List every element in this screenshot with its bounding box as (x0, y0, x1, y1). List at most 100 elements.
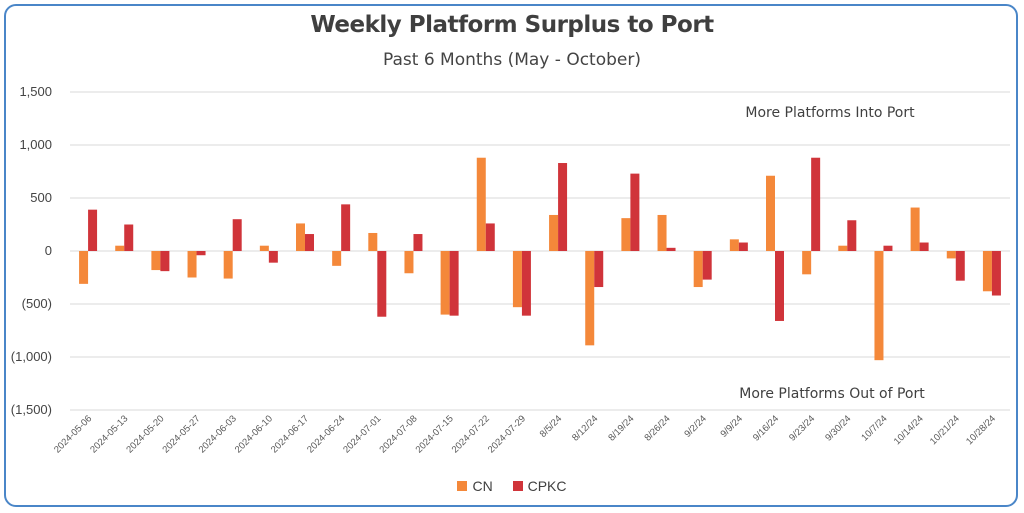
annotation-top: More Platforms Into Port (745, 105, 915, 121)
bar-cn (874, 251, 884, 361)
bar-cn (657, 214, 667, 251)
bar-cn (332, 251, 342, 266)
y-tick-label: 500 (30, 190, 52, 205)
bar-cpkc (485, 223, 495, 251)
x-tick-label: 9/2/24 (682, 413, 708, 439)
x-tick-label: 9/23/24 (787, 413, 817, 443)
x-tick-label: 9/9/24 (719, 413, 745, 439)
bar-cpkc (160, 251, 170, 272)
bar-cpkc (883, 245, 893, 251)
x-tick-label: 2024-05-13 (88, 413, 130, 455)
x-tick-label: 8/19/24 (606, 413, 636, 443)
x-tick-label: 10/28/24 (964, 413, 998, 447)
y-tick-label: 1,000 (19, 137, 52, 152)
bar-cn (910, 207, 920, 251)
bar-cn (368, 232, 378, 251)
bar-cpkc (919, 242, 929, 251)
bar-cpkc (738, 242, 748, 251)
bar-cpkc (341, 204, 351, 251)
x-tick-label: 10/14/24 (892, 413, 926, 447)
bar-cpkc (702, 251, 712, 280)
x-tick-label: 2024-06-03 (197, 413, 239, 455)
bar-cpkc (449, 251, 459, 316)
bar-cpkc (991, 251, 1001, 296)
bar-cn (404, 251, 414, 274)
bar-cpkc (305, 234, 314, 251)
bar-cn (802, 251, 812, 275)
bar-cpkc (666, 247, 676, 251)
y-tick-label: (1,000) (11, 349, 52, 364)
x-tick-label: 2024-07-22 (450, 413, 492, 455)
bar-cn (223, 251, 233, 279)
x-tick-label: 2024-07-01 (341, 413, 383, 455)
bar-cpkc (775, 251, 784, 321)
bar-cpkc (955, 251, 965, 281)
bar-cn (693, 251, 703, 288)
bar-cn (512, 251, 522, 308)
x-tick-label: 8/26/24 (642, 413, 672, 443)
bar-cn (838, 245, 848, 251)
bar-cn (982, 251, 992, 292)
bar-cn (79, 251, 89, 284)
y-tick-label: (500) (22, 296, 52, 311)
x-tick-label: 2024-06-10 (233, 413, 275, 455)
bar-cpkc (594, 251, 604, 288)
y-tick-label: (1,500) (11, 402, 52, 417)
bar-cpkc (377, 251, 387, 317)
bar-cpkc (811, 157, 821, 251)
bar-cpkc (521, 251, 531, 316)
bar-cn (115, 245, 125, 251)
bar-cn (549, 214, 559, 251)
legend-item-cpkc: CPKC (512, 478, 567, 494)
bar-cpkc (847, 220, 857, 251)
x-tick-label: 9/16/24 (751, 413, 781, 443)
bar-cn (585, 251, 595, 346)
x-tick-label: 2024-05-20 (124, 413, 166, 455)
bar-cpkc (413, 234, 423, 251)
x-tick-label: 2024-05-27 (161, 413, 203, 455)
x-tick-label: 8/5/24 (538, 413, 564, 439)
legend: CN CPKC (0, 478, 1024, 494)
bar-cpkc (232, 219, 242, 251)
bar-cn (729, 239, 739, 251)
legend-item-cn: CN (457, 478, 493, 494)
bar-cn (259, 245, 269, 251)
y-tick-label: 0 (45, 243, 52, 258)
bar-cn (766, 175, 775, 251)
bar-cpkc (124, 224, 134, 251)
chart-title: Weekly Platform Surplus to Port (310, 12, 714, 38)
x-tick-label: 10/21/24 (928, 413, 962, 447)
x-tick-label: 8/12/24 (570, 413, 600, 443)
y-tick-label: 1,500 (19, 84, 52, 99)
legend-label-cpkc: CPKC (527, 478, 567, 494)
gridlines (70, 91, 1010, 411)
bar-cn (440, 251, 450, 315)
legend-label-cn: CN (472, 478, 493, 494)
bar-cn (187, 251, 197, 278)
x-axis-ticks: 2024-05-062024-05-132024-05-202024-05-27… (52, 413, 998, 455)
bar-cpkc (558, 163, 568, 251)
bar-cpkc (268, 251, 278, 263)
x-tick-label: 9/30/24 (823, 413, 853, 443)
legend-swatch-cn (457, 481, 468, 491)
bar-cn (296, 223, 305, 251)
bar-cn (151, 251, 161, 271)
x-tick-label: 2024-05-06 (52, 413, 94, 455)
x-tick-label: 10/7/24 (859, 413, 889, 443)
bar-cn (946, 251, 956, 259)
bars (79, 157, 1001, 361)
bar-cpkc (196, 251, 206, 256)
x-tick-label: 2024-07-15 (414, 413, 456, 455)
annotation-bottom: More Platforms Out of Port (739, 386, 925, 402)
bar-cn (621, 218, 631, 251)
x-tick-label: 2024-06-17 (269, 413, 311, 455)
bar-cpkc (630, 173, 640, 251)
x-tick-label: 2024-07-29 (486, 413, 528, 455)
bar-cn (476, 157, 486, 251)
legend-swatch-cpkc (512, 481, 523, 491)
chart-subtitle: Past 6 Months (May - October) (383, 50, 641, 70)
x-tick-label: 2024-06-24 (305, 413, 347, 455)
bar-cpkc (88, 209, 98, 251)
y-axis-ticks: 1,500 1,000 500 0 (500) (1,000) (1,500) (11, 84, 52, 417)
